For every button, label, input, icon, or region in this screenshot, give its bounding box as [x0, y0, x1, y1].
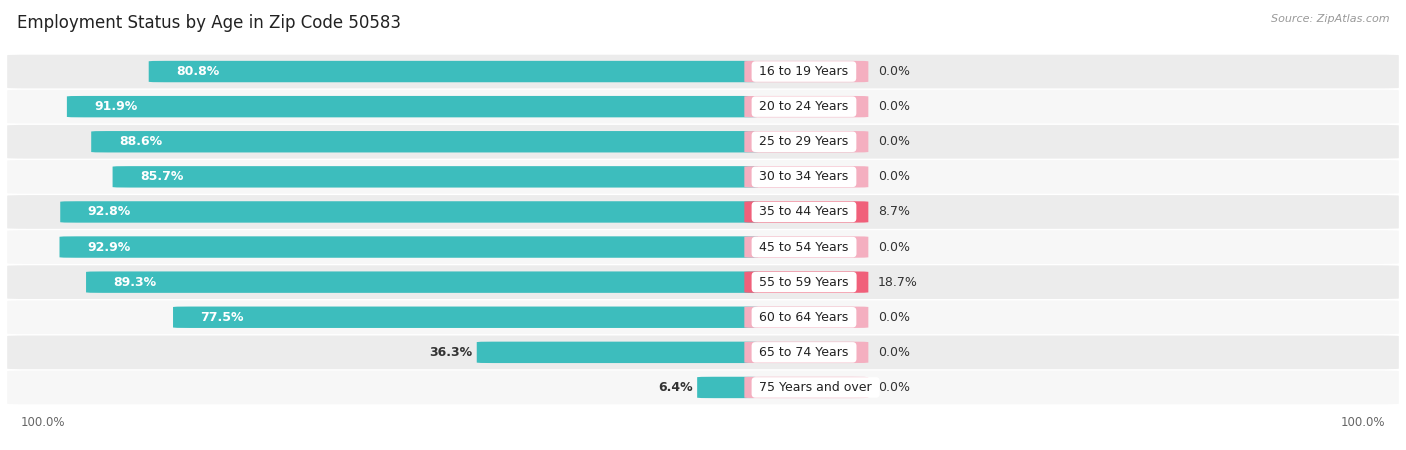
- Text: 0.0%: 0.0%: [877, 171, 910, 183]
- Text: 36.3%: 36.3%: [429, 346, 472, 359]
- FancyBboxPatch shape: [7, 90, 1399, 123]
- FancyBboxPatch shape: [744, 377, 869, 398]
- Text: 0.0%: 0.0%: [877, 346, 910, 359]
- FancyBboxPatch shape: [91, 131, 758, 153]
- FancyBboxPatch shape: [744, 306, 869, 328]
- Text: 25 to 29 Years: 25 to 29 Years: [755, 135, 849, 148]
- Text: 75 Years and over: 75 Years and over: [755, 381, 876, 394]
- Text: 8.7%: 8.7%: [877, 206, 910, 218]
- Text: 80.8%: 80.8%: [176, 65, 219, 78]
- Text: 89.3%: 89.3%: [114, 276, 156, 288]
- Text: 55 to 59 Years: 55 to 59 Years: [755, 276, 849, 288]
- Text: 0.0%: 0.0%: [877, 100, 910, 113]
- FancyBboxPatch shape: [7, 195, 1399, 229]
- Text: Employment Status by Age in Zip Code 50583: Employment Status by Age in Zip Code 505…: [17, 14, 401, 32]
- Text: 77.5%: 77.5%: [201, 311, 245, 324]
- Text: 20 to 24 Years: 20 to 24 Years: [755, 100, 849, 113]
- Text: 16 to 19 Years: 16 to 19 Years: [755, 65, 852, 78]
- Text: 25 to 29 Years: 25 to 29 Years: [755, 135, 852, 148]
- FancyBboxPatch shape: [59, 236, 758, 258]
- Text: 100.0%: 100.0%: [21, 415, 66, 428]
- Text: 45 to 54 Years: 45 to 54 Years: [755, 241, 852, 253]
- Text: 30 to 34 Years: 30 to 34 Years: [755, 171, 849, 183]
- Text: 88.6%: 88.6%: [118, 135, 162, 148]
- FancyBboxPatch shape: [7, 336, 1399, 369]
- FancyBboxPatch shape: [744, 201, 869, 223]
- Text: 35 to 44 Years: 35 to 44 Years: [755, 206, 849, 218]
- Text: Source: ZipAtlas.com: Source: ZipAtlas.com: [1271, 14, 1389, 23]
- Text: 65 to 74 Years: 65 to 74 Years: [755, 346, 849, 359]
- FancyBboxPatch shape: [744, 61, 869, 82]
- FancyBboxPatch shape: [744, 236, 869, 258]
- FancyBboxPatch shape: [7, 371, 1399, 404]
- FancyBboxPatch shape: [67, 96, 758, 117]
- Text: 18.7%: 18.7%: [877, 276, 918, 288]
- FancyBboxPatch shape: [60, 201, 758, 223]
- FancyBboxPatch shape: [744, 131, 869, 153]
- Text: 20 to 24 Years: 20 to 24 Years: [755, 100, 852, 113]
- Text: 0.0%: 0.0%: [877, 311, 910, 324]
- Text: 0.0%: 0.0%: [877, 65, 910, 78]
- FancyBboxPatch shape: [744, 166, 869, 188]
- FancyBboxPatch shape: [86, 271, 758, 293]
- FancyBboxPatch shape: [744, 271, 869, 293]
- FancyBboxPatch shape: [7, 125, 1399, 158]
- Text: 92.9%: 92.9%: [87, 241, 131, 253]
- Text: 92.8%: 92.8%: [87, 206, 131, 218]
- FancyBboxPatch shape: [7, 301, 1399, 334]
- Text: 100.0%: 100.0%: [1340, 415, 1385, 428]
- FancyBboxPatch shape: [7, 160, 1399, 194]
- Text: 60 to 64 Years: 60 to 64 Years: [755, 311, 849, 324]
- Text: 91.9%: 91.9%: [94, 100, 138, 113]
- Text: 30 to 34 Years: 30 to 34 Years: [755, 171, 852, 183]
- FancyBboxPatch shape: [7, 55, 1399, 88]
- Text: 65 to 74 Years: 65 to 74 Years: [755, 346, 852, 359]
- FancyBboxPatch shape: [112, 166, 758, 188]
- FancyBboxPatch shape: [149, 61, 758, 82]
- Text: 0.0%: 0.0%: [877, 241, 910, 253]
- FancyBboxPatch shape: [7, 266, 1399, 299]
- Text: 45 to 54 Years: 45 to 54 Years: [755, 241, 849, 253]
- FancyBboxPatch shape: [744, 96, 869, 117]
- FancyBboxPatch shape: [477, 342, 758, 363]
- Text: 35 to 44 Years: 35 to 44 Years: [755, 206, 852, 218]
- FancyBboxPatch shape: [697, 377, 758, 398]
- FancyBboxPatch shape: [7, 230, 1399, 264]
- Text: 0.0%: 0.0%: [877, 135, 910, 148]
- FancyBboxPatch shape: [744, 342, 869, 363]
- Text: 85.7%: 85.7%: [141, 171, 184, 183]
- FancyBboxPatch shape: [173, 306, 758, 328]
- Text: 55 to 59 Years: 55 to 59 Years: [755, 276, 853, 288]
- Text: 0.0%: 0.0%: [877, 381, 910, 394]
- Text: 6.4%: 6.4%: [658, 381, 693, 394]
- Text: 16 to 19 Years: 16 to 19 Years: [755, 65, 848, 78]
- Text: 60 to 64 Years: 60 to 64 Years: [755, 311, 852, 324]
- Text: 75 Years and over: 75 Years and over: [755, 381, 872, 394]
